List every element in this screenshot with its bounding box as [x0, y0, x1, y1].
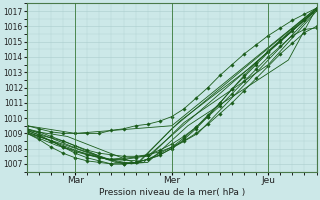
X-axis label: Pression niveau de la mer( hPa ): Pression niveau de la mer( hPa ): [99, 188, 245, 197]
